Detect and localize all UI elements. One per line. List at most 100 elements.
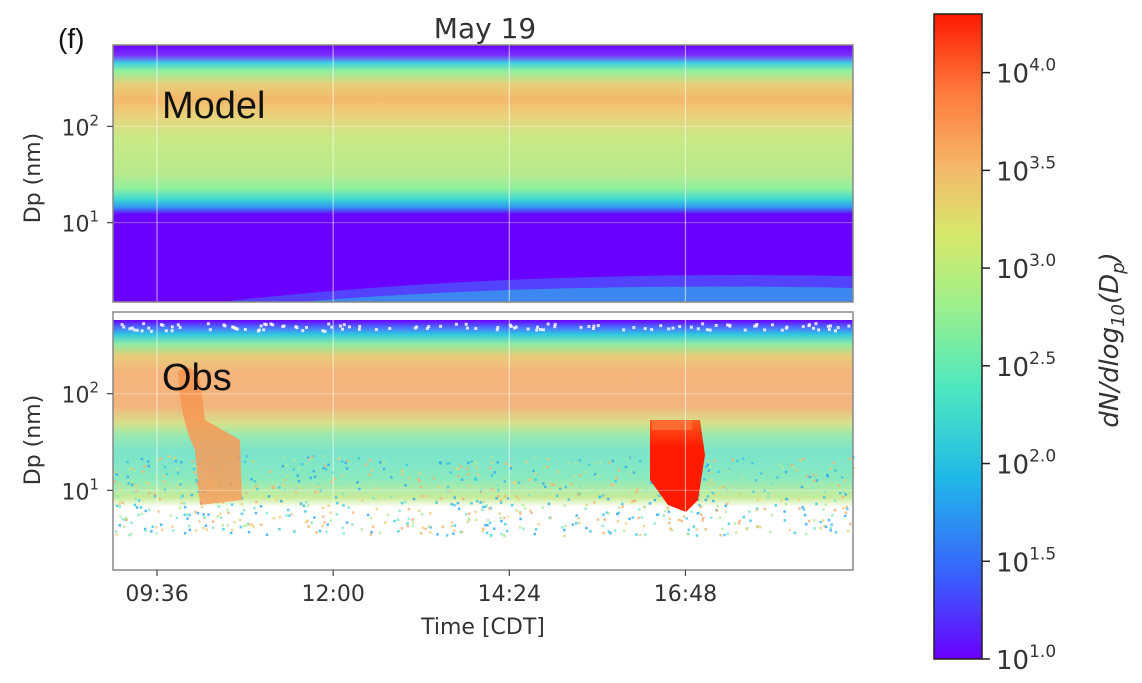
speckle: [507, 515, 510, 519]
speckle: [147, 482, 150, 485]
speckle: [217, 505, 220, 508]
speckle: [165, 472, 169, 476]
speckle: [542, 482, 545, 485]
obs-gridlines: [113, 312, 853, 570]
speckle: [470, 460, 473, 463]
speckle: [589, 530, 592, 533]
speckle: [246, 461, 249, 465]
speckle: [721, 527, 724, 531]
speckle: [754, 479, 758, 482]
speckle: [342, 323, 346, 327]
speckle: [279, 481, 283, 484]
speckle: [670, 529, 674, 532]
speckle: [579, 484, 583, 488]
speckle: [770, 482, 773, 486]
speckle: [272, 517, 276, 520]
speckle: [680, 519, 684, 523]
speckle: [610, 477, 613, 480]
speckle: [194, 510, 197, 514]
speckle: [822, 508, 825, 511]
speckle: [256, 488, 259, 491]
speckle: [780, 328, 784, 332]
speckle: [282, 479, 285, 482]
speckle: [245, 491, 248, 495]
speckle: [699, 505, 703, 508]
speckle: [644, 489, 648, 492]
speckle: [351, 523, 354, 526]
speckle: [834, 469, 837, 472]
speckle: [650, 328, 654, 332]
speckle: [489, 466, 492, 470]
speckle: [406, 524, 409, 528]
y-tick-label: 101: [61, 208, 99, 238]
speckle: [219, 512, 222, 516]
speckle: [205, 528, 208, 531]
speckle: [400, 469, 404, 473]
speckle: [163, 474, 166, 477]
speckle: [206, 322, 210, 326]
speckle: [466, 520, 470, 524]
speckle: [534, 528, 538, 531]
speckle: [840, 476, 844, 479]
speckle: [250, 477, 253, 481]
speckle: [482, 472, 485, 476]
speckle: [131, 467, 134, 470]
speckle: [727, 469, 730, 472]
speckle: [406, 522, 409, 525]
speckle: [468, 512, 471, 515]
speckle: [844, 511, 848, 515]
speckle: [504, 476, 508, 479]
speckle: [446, 485, 450, 489]
speckle: [547, 502, 551, 506]
speckle: [460, 478, 464, 481]
x-axis-ticks: 09:36 12:00 14:24 16:48: [125, 570, 717, 607]
speckle: [479, 501, 482, 504]
speckle: [262, 328, 266, 332]
speckle: [130, 480, 134, 484]
speckle: [275, 499, 278, 502]
speckle: [326, 523, 330, 526]
speckle: [348, 325, 351, 329]
speckle: [372, 496, 375, 500]
speckle: [185, 513, 188, 516]
speckle: [592, 324, 596, 328]
speckle: [570, 458, 574, 462]
speckle: [784, 470, 788, 474]
speckle: [296, 474, 300, 477]
speckle: [724, 504, 727, 508]
speckle: [134, 497, 137, 501]
colorbar-tick-label: 102.0: [996, 447, 1056, 481]
speckle: [173, 456, 176, 460]
speckle: [567, 461, 571, 465]
speckle: [633, 499, 637, 503]
speckle: [404, 484, 407, 487]
speckle: [564, 485, 567, 489]
speckle: [827, 328, 831, 331]
speckle: [459, 530, 462, 534]
speckle: [137, 499, 141, 502]
speckle: [226, 524, 229, 527]
speckle: [178, 506, 182, 510]
obs-growth-event: [178, 367, 242, 505]
speckle: [115, 471, 118, 474]
speckle: [305, 501, 308, 504]
speckle: [369, 516, 373, 520]
speckle: [477, 473, 480, 476]
speckle: [301, 329, 305, 333]
speckle: [155, 475, 158, 478]
speckle: [119, 499, 122, 503]
speckle: [312, 470, 315, 473]
speckle: [532, 469, 535, 473]
speckle: [216, 515, 219, 518]
speckle: [496, 484, 499, 487]
speckle: [440, 497, 443, 500]
speckle: [122, 325, 126, 329]
speckle: [515, 509, 518, 512]
speckle: [304, 520, 308, 524]
speckle: [239, 525, 243, 529]
speckle: [418, 509, 421, 512]
speckle: [505, 529, 509, 533]
speckle: [849, 522, 852, 526]
speckle: [802, 508, 806, 511]
speckle: [203, 516, 206, 519]
